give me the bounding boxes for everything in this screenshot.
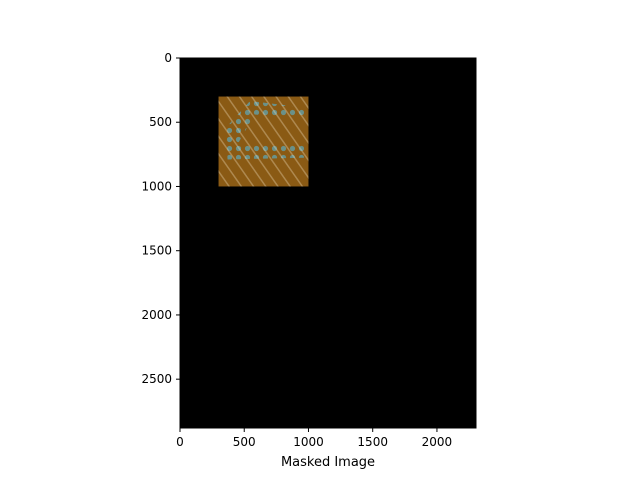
x-tick-label: 2000: [422, 435, 453, 449]
region-hatch: [218, 96, 309, 187]
x-tick-label: 1000: [293, 435, 324, 449]
y-tick-label: 2000: [141, 308, 172, 322]
x-axis-title: Masked Image: [281, 455, 375, 470]
y-tick-label: 500: [149, 115, 172, 129]
x-tick-label: 1500: [357, 435, 388, 449]
y-tick-label: 0: [164, 51, 172, 65]
axes: 0 500 1000 1500 2000 0 500 1000 1500 2000 2500: [141, 51, 477, 449]
unmasked-region: [218, 96, 309, 187]
plot-frame: [179, 57, 477, 429]
x-tick-label: 0: [176, 435, 184, 449]
y-tick-label: 1500: [141, 244, 172, 258]
x-tick-label: 500: [233, 435, 256, 449]
y-tick-label: 1000: [141, 179, 172, 193]
y-tick-label: 2500: [141, 372, 172, 386]
